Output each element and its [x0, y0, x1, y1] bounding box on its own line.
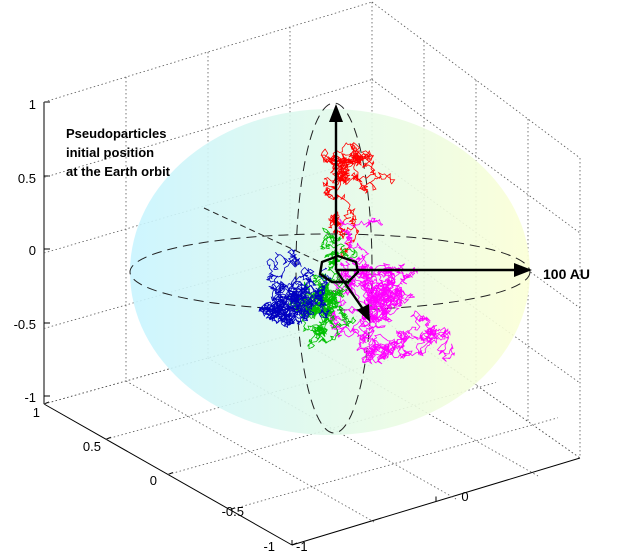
trajectory-series: [258, 248, 332, 329]
grid-line: [167, 382, 497, 475]
grid-line: [43, 1, 373, 103]
start-label-line-3: at the Earth orbit: [66, 164, 171, 179]
grid-line: [371, 1, 581, 159]
sphere-surface: [130, 109, 530, 435]
earth-orbit-marker: [318, 254, 360, 284]
z-tick-label: 0: [29, 243, 36, 258]
z-tick-label: 0.5: [18, 171, 36, 186]
x-tick-label: -1: [296, 539, 308, 554]
z-tick-label: 1: [29, 97, 36, 112]
x-tick-labels: -1 0: [296, 489, 469, 554]
z-tick-label: -0.5: [14, 317, 36, 332]
y-tick-labels: 1 0.5 0 -0.5 -1: [33, 405, 275, 554]
trajectory-series: [327, 217, 455, 365]
x-arrow-head: [514, 263, 532, 277]
z-tick-labels: 1 0.5 0 -0.5 -1: [14, 97, 36, 405]
y-tick-label: 0.5: [83, 439, 101, 454]
grid-line: [43, 311, 373, 405]
scale-label: 100 AU: [543, 266, 590, 282]
grid-line: [43, 79, 373, 178]
z-tick-label: -1: [24, 390, 36, 405]
z-arrow-head: [329, 104, 343, 122]
y-tick-label: 1: [33, 405, 40, 420]
y-arrow-head: [357, 304, 370, 322]
y-tick-mark: [291, 542, 298, 546]
grid-line: [371, 234, 581, 384]
y-tick-label: -0.5: [222, 504, 244, 519]
y-tick-label: -1: [263, 539, 275, 554]
direction-arrows: [329, 104, 532, 322]
annotation-pointer-line: [203, 207, 321, 263]
start-label-line-1: Pseudoparticles: [66, 126, 166, 141]
start-label-line-2: initial position: [66, 145, 154, 160]
grid-line: [105, 346, 435, 440]
y-tick-label: 0: [150, 473, 157, 488]
x-tick-label: 0: [461, 489, 468, 504]
trajectory-series: [320, 141, 396, 257]
grid-line: [229, 417, 559, 511]
trajectories: [258, 141, 455, 365]
y-arrow: [335, 269, 366, 313]
